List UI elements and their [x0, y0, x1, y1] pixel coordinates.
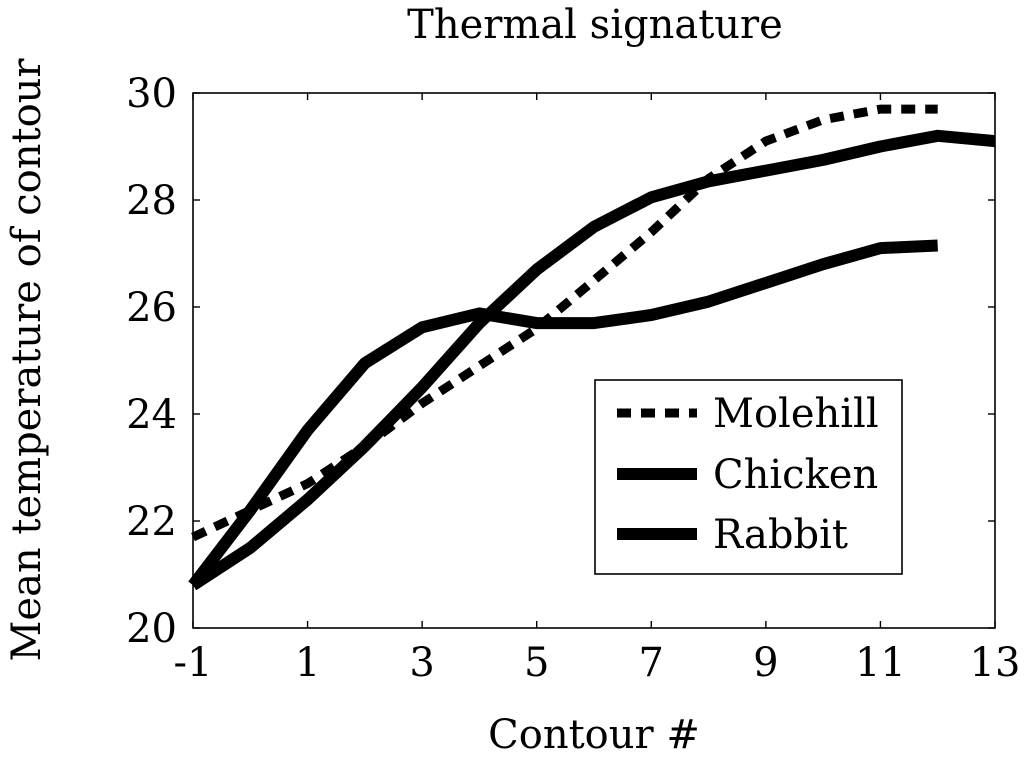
y-axis-label: Mean temperature of contour [4, 58, 50, 662]
plot-frame [192, 92, 996, 629]
legend: Molehill Chicken Rabbit [594, 379, 903, 575]
legend-label-molehill: Molehill [713, 391, 879, 437]
x-tick-label-3: 5 [524, 640, 549, 686]
x-axis-label: Contour # [488, 712, 700, 758]
y-tick-label-2: 24 [126, 392, 177, 438]
legend-label-rabbit: Rabbit [713, 512, 848, 558]
series-line-molehill [191, 104, 938, 542]
series-layer [188, 104, 996, 591]
y-tick-label-5: 30 [126, 71, 177, 117]
chart-title: Thermal signature [407, 2, 783, 48]
x-tick-label-2: 3 [409, 640, 434, 686]
x-tick-label-0: -1 [174, 640, 213, 686]
x-tick-label-7: 13 [970, 640, 1021, 686]
y-tick-label-4: 28 [126, 178, 177, 224]
x-tick-label-1: 1 [295, 640, 320, 686]
x-tick-label-4: 7 [639, 640, 664, 686]
y-tick-label-3: 26 [126, 285, 177, 331]
series-line-rabbit [188, 239, 938, 589]
legend-label-chicken: Chicken [713, 452, 878, 498]
x-tick-label-6: 11 [855, 640, 906, 686]
x-tick-label-5: 9 [753, 640, 778, 686]
series-line-chicken [189, 129, 996, 591]
y-tick-label-1: 22 [126, 499, 177, 545]
y-tick-label-0: 20 [126, 606, 177, 652]
